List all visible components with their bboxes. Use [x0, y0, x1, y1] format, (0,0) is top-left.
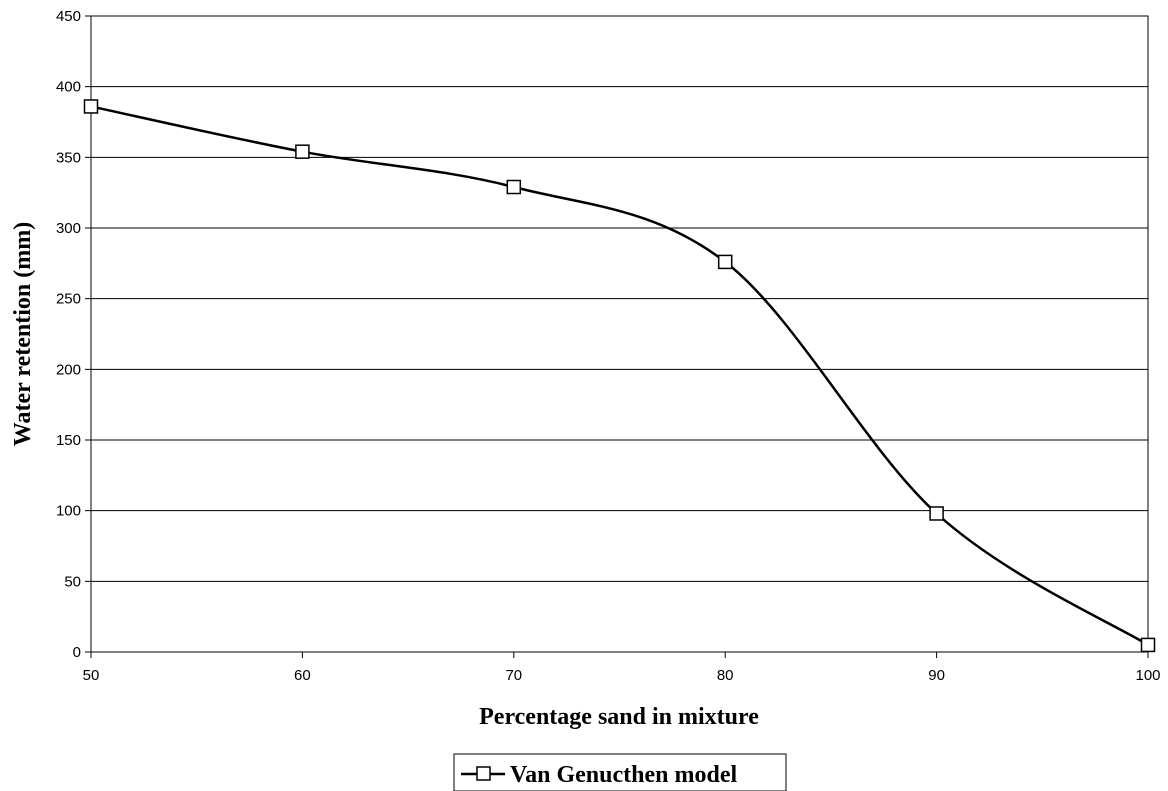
y-tick-label: 400 — [56, 79, 81, 96]
x-tick-label: 80 — [717, 667, 734, 684]
x-tick-label: 90 — [928, 667, 945, 684]
x-axis-title: Percentage sand in mixture — [479, 704, 759, 730]
series-line — [90, 105, 1149, 646]
x-tick-label: 70 — [505, 667, 522, 684]
y-axis-title: Water retention (mm) — [10, 222, 36, 446]
data-point-marker — [929, 506, 944, 521]
legend-label: Van Genucthen model — [510, 762, 737, 788]
y-tick-label: 250 — [56, 291, 81, 308]
gridlines — [91, 86, 1148, 582]
y-tick-label: 0 — [73, 644, 81, 661]
y-tick-label: 300 — [56, 220, 81, 237]
x-tick-label: 100 — [1135, 667, 1160, 684]
y-tick-label: 100 — [56, 503, 81, 520]
data-point-marker — [506, 179, 522, 195]
y-tick-label: 450 — [56, 8, 81, 25]
data-point-marker — [717, 254, 733, 270]
y-axis-ticks: 0 50 100 150 200 250 300 350 400 450 — [56, 8, 91, 661]
y-tick-label: 200 — [56, 361, 81, 378]
series-layer — [83, 99, 1156, 653]
legend: Van Genucthen model — [453, 753, 787, 791]
x-axis-ticks: 50 60 70 80 90 100 — [83, 652, 1161, 684]
y-tick-label: 150 — [56, 432, 81, 449]
y-tick-label: 350 — [56, 149, 81, 166]
data-point-marker — [83, 99, 99, 114]
legend-frame — [453, 753, 787, 791]
y-tick-label: 50 — [64, 573, 81, 590]
x-tick-label: 60 — [294, 667, 311, 684]
data-point-marker — [1140, 637, 1156, 653]
plot-area-frame — [90, 15, 1149, 653]
x-tick-label: 50 — [83, 667, 100, 684]
data-point-marker — [295, 144, 310, 159]
legend-marker-square — [476, 766, 491, 781]
